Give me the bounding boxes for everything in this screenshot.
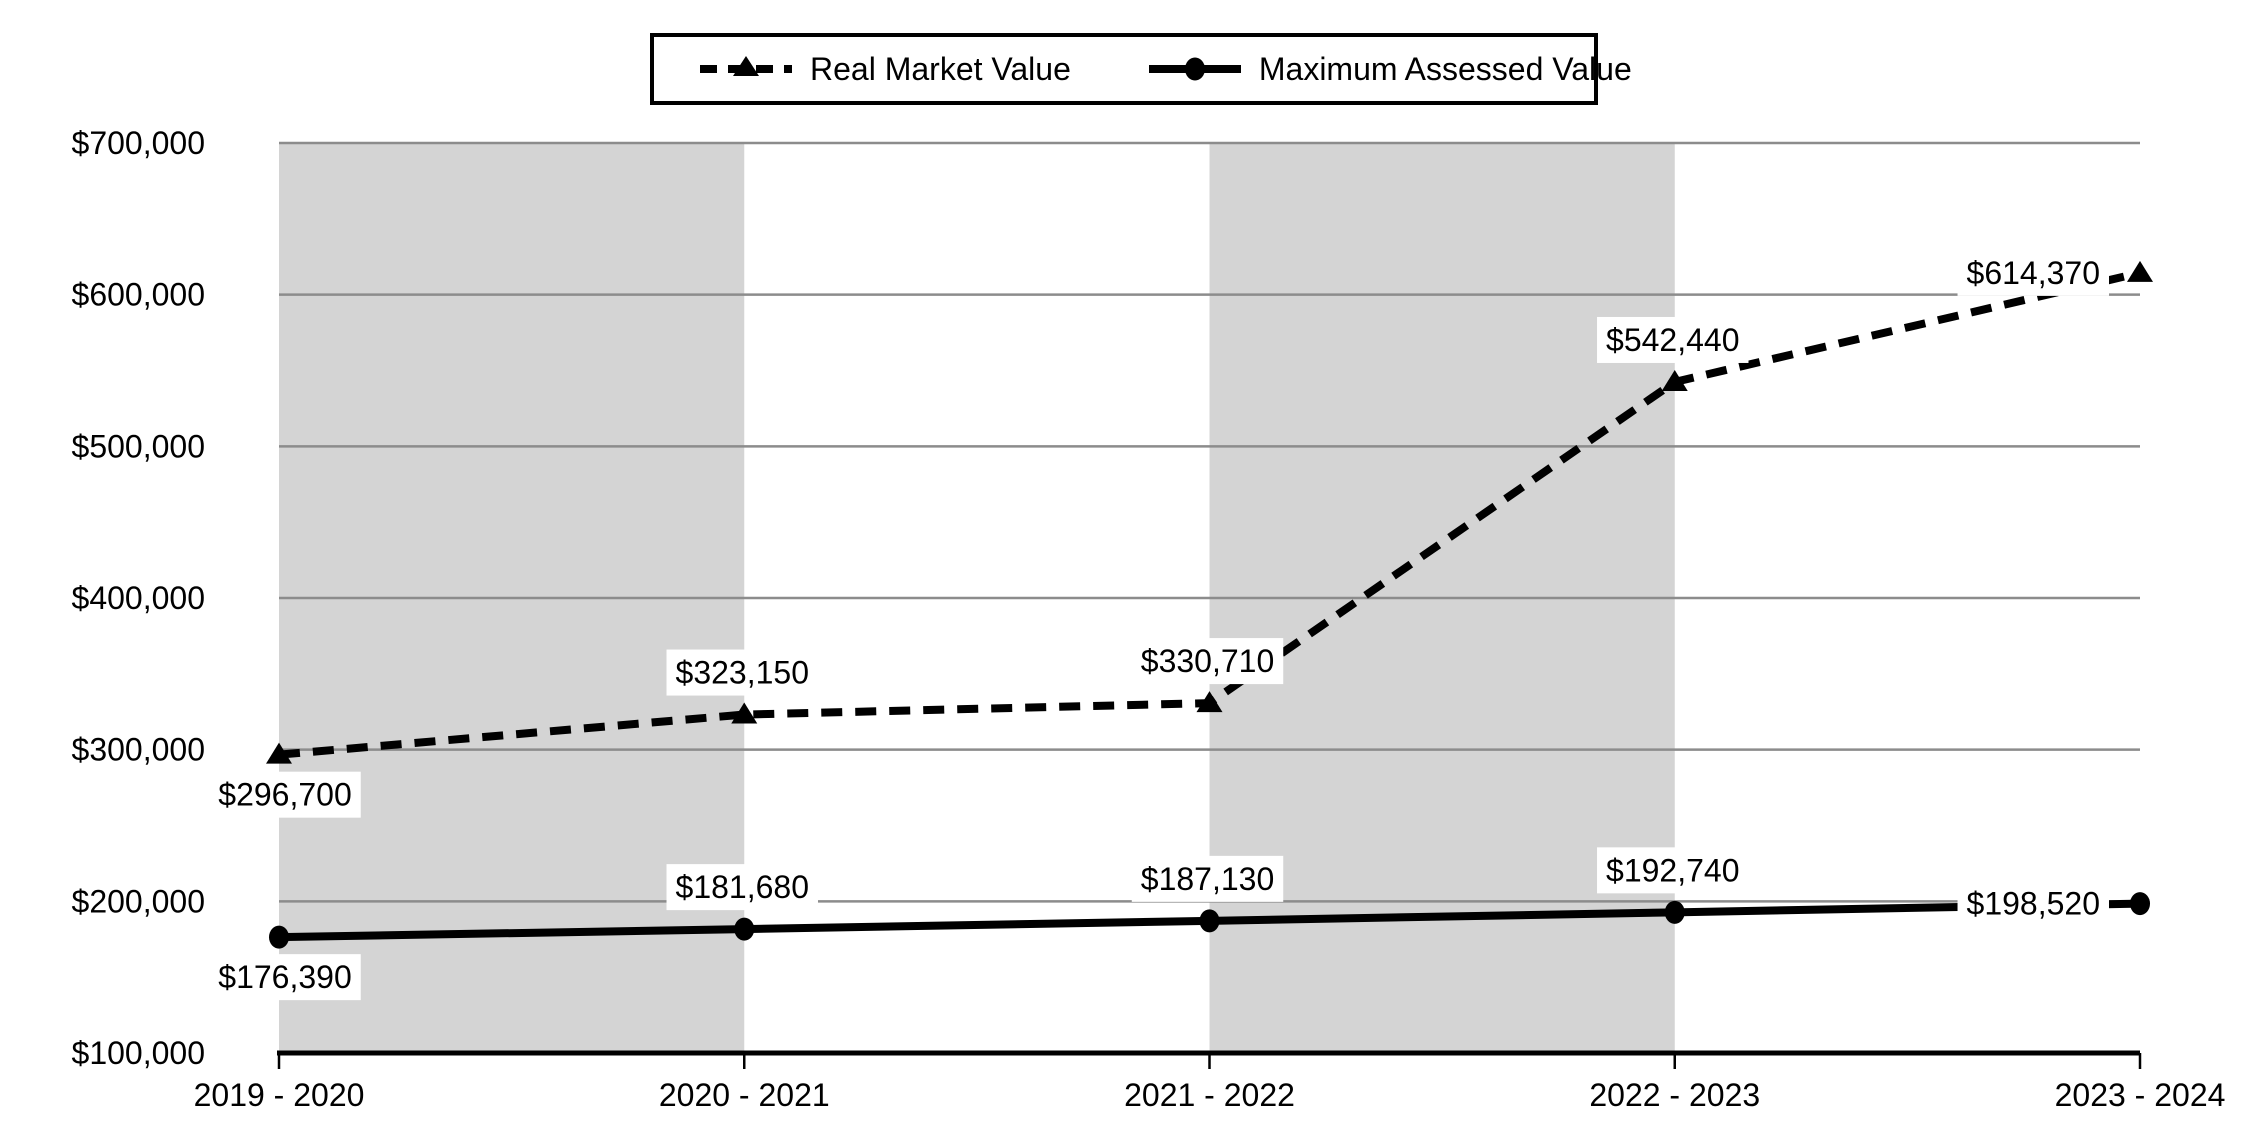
dashed-line-triangle-marker-icon	[700, 56, 792, 76]
y-axis-label: $100,000	[72, 1035, 205, 1071]
data-point-label: $614,370	[1967, 255, 2100, 291]
legend-label-maximum-assessed-value: Maximum Assessed Value	[1258, 50, 1632, 87]
x-axis-label: 2023 - 2024	[2055, 1077, 2226, 1113]
data-point-label-background	[1957, 249, 2109, 296]
data-point-label-background	[209, 954, 361, 1001]
circle-marker	[269, 925, 289, 949]
data-point-label-background	[1597, 847, 1749, 894]
triangle-marker	[1196, 691, 1223, 713]
data-point-label: $187,130	[1141, 861, 1274, 897]
data-point-label: $330,710	[1141, 643, 1274, 679]
data-point-label-background	[209, 771, 361, 818]
triangle-marker	[1661, 369, 1688, 391]
circle-marker	[1199, 909, 1220, 933]
y-axis-label: $300,000	[72, 732, 205, 768]
y-axis-label: $200,000	[72, 883, 205, 919]
data-point-label: $176,390	[218, 959, 351, 995]
triangle-marker	[2127, 260, 2153, 282]
legend: Real Market Value Maximum Assessed Value	[650, 33, 1632, 105]
data-point-label-background	[1131, 855, 1284, 902]
legend-item-real-market-value: Real Market Value	[698, 51, 1071, 88]
circle-marker	[2130, 892, 2150, 916]
y-axis-label: $400,000	[72, 580, 205, 616]
data-point-label: $198,520	[1967, 886, 2100, 922]
data-point-label-background	[1957, 880, 2109, 927]
data-point-label-background	[666, 864, 818, 911]
triangle-marker	[266, 742, 292, 764]
legend-label-real-market-value: Real Market Value	[810, 50, 1071, 87]
triangle-marker	[731, 702, 758, 724]
x-axis-label: 2020 - 2021	[659, 1077, 830, 1113]
data-point-label: $323,150	[676, 655, 809, 691]
x-axis-label: 2022 - 2023	[1589, 1077, 1760, 1113]
data-point-label: $192,740	[1606, 852, 1739, 888]
data-point-label-background	[666, 649, 818, 696]
y-axis-label: $600,000	[72, 277, 205, 313]
data-point-label: $181,680	[676, 869, 809, 905]
x-axis-label: 2021 - 2022	[1124, 1077, 1295, 1113]
legend-item-maximum-assessed-value: Maximum Assessed Value	[1147, 51, 1632, 88]
circle-marker	[734, 917, 755, 941]
y-axis-label: $500,000	[72, 428, 205, 464]
y-axis-label: $700,000	[72, 125, 205, 161]
x-axis-label: 2019 - 2020	[194, 1077, 365, 1113]
data-point-label: $296,700	[218, 777, 351, 813]
circle-marker	[1664, 900, 1685, 924]
solid-line-circle-marker-icon	[1148, 57, 1241, 81]
data-point-label-background	[1131, 638, 1284, 685]
data-point-label: $542,440	[1606, 322, 1739, 358]
data-point-label-background	[1597, 316, 1749, 363]
